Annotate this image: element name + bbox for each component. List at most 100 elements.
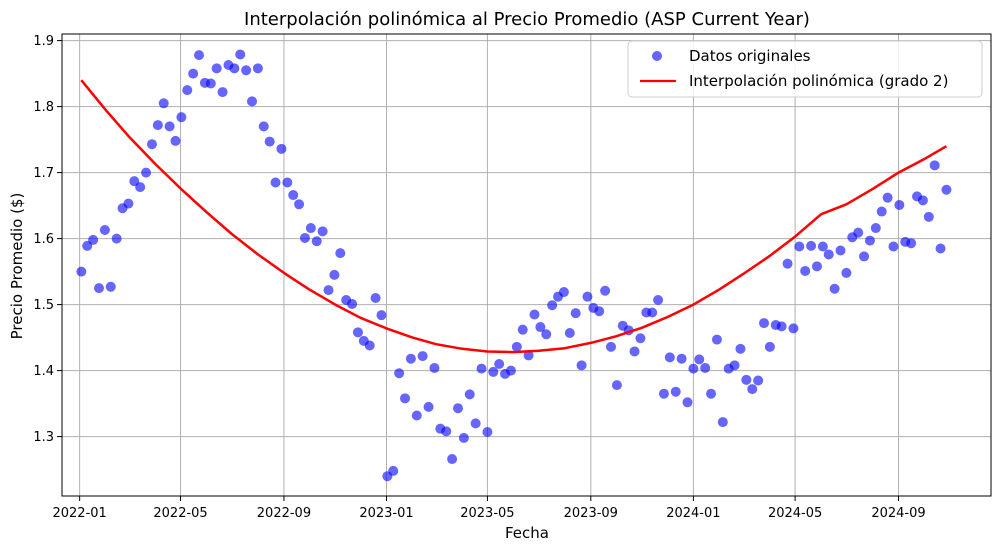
- data-point: [935, 243, 946, 254]
- data-point: [729, 360, 740, 371]
- data-point: [188, 68, 199, 79]
- data-point: [347, 298, 358, 309]
- data-point: [647, 307, 658, 318]
- legend: Datos originales Interpolación polinómic…: [627, 40, 983, 98]
- data-point: [229, 63, 240, 74]
- data-point: [405, 353, 416, 364]
- data-point: [811, 261, 822, 272]
- data-point: [876, 206, 887, 217]
- data-point: [870, 223, 881, 234]
- data-point: [505, 365, 516, 376]
- data-point: [759, 318, 770, 329]
- x-tick-label: 2024-09: [871, 506, 925, 521]
- data-point: [529, 309, 540, 320]
- data-point: [582, 291, 593, 302]
- data-point: [829, 283, 840, 294]
- x-tick-label: 2023-05: [460, 506, 514, 521]
- data-point: [282, 177, 293, 188]
- data-point: [194, 50, 205, 61]
- y-tick-label: 1.5: [33, 298, 54, 313]
- y-tick-label: 1.6: [33, 232, 54, 247]
- data-point: [853, 227, 864, 238]
- data-point: [570, 308, 581, 319]
- data-point: [482, 426, 493, 437]
- data-point: [535, 322, 546, 333]
- y-tick-label: 1.4: [33, 364, 54, 379]
- data-point: [247, 96, 258, 107]
- x-tick-label: 2022-09: [257, 506, 311, 521]
- scatter-series: [76, 49, 952, 482]
- data-point: [541, 329, 552, 340]
- data-point: [258, 121, 269, 132]
- data-point: [741, 374, 752, 385]
- data-point: [429, 362, 440, 373]
- data-point: [694, 354, 705, 365]
- data-point: [611, 380, 622, 391]
- data-point: [458, 432, 469, 443]
- data-point: [547, 300, 558, 311]
- data-point: [423, 401, 434, 412]
- data-point: [888, 241, 899, 252]
- data-point: [323, 285, 334, 296]
- data-point: [288, 190, 299, 201]
- data-point: [664, 352, 675, 363]
- data-point: [859, 251, 870, 262]
- data-point: [264, 136, 275, 147]
- data-point: [376, 310, 387, 321]
- data-point: [923, 211, 934, 222]
- data-point: [658, 388, 669, 399]
- data-point: [170, 135, 181, 146]
- data-point: [182, 85, 193, 96]
- data-point: [523, 350, 534, 361]
- data-point: [488, 366, 499, 377]
- data-point: [470, 418, 481, 429]
- data-point: [806, 240, 817, 251]
- data-point: [635, 333, 646, 344]
- data-point: [400, 393, 411, 404]
- data-point: [735, 343, 746, 354]
- data-point: [88, 234, 99, 245]
- data-point: [311, 236, 322, 247]
- data-point: [123, 198, 134, 209]
- data-point: [417, 351, 428, 362]
- data-point: [841, 267, 852, 278]
- data-point: [211, 63, 222, 74]
- x-axis-label: Fecha: [505, 524, 549, 542]
- x-tick-label: 2024-01: [666, 506, 720, 521]
- data-point: [394, 368, 405, 379]
- data-point: [352, 327, 363, 338]
- data-point: [517, 324, 528, 335]
- data-point: [605, 341, 616, 352]
- data-point: [653, 294, 664, 305]
- data-point: [464, 389, 475, 400]
- data-point: [99, 225, 110, 236]
- data-point: [329, 269, 340, 280]
- data-point: [835, 245, 846, 256]
- data-point: [135, 182, 146, 193]
- plot-frame: [61, 33, 992, 497]
- data-point: [782, 258, 793, 269]
- data-point: [776, 321, 787, 332]
- data-point: [676, 353, 687, 364]
- polynomial-fit-line: [80, 79, 948, 354]
- data-point: [294, 199, 305, 210]
- data-point: [164, 121, 175, 132]
- data-point: [711, 334, 722, 345]
- data-point: [305, 223, 316, 234]
- data-point: [270, 177, 281, 188]
- data-point: [558, 287, 569, 298]
- data-point: [217, 87, 228, 98]
- data-point: [753, 375, 764, 386]
- legend-label-line: Interpolación polinómica (grado 2): [689, 72, 948, 90]
- data-point: [411, 410, 422, 421]
- y-tick-label: 1.7: [33, 166, 54, 181]
- data-point: [452, 403, 463, 414]
- data-point: [929, 160, 940, 171]
- x-tick-label: 2022-05: [153, 506, 207, 521]
- data-point: [717, 417, 728, 428]
- y-tick-label: 1.3: [33, 430, 54, 445]
- x-tick-label: 2023-01: [359, 506, 413, 521]
- data-point: [252, 63, 263, 74]
- x-tick-label: 2023-09: [564, 506, 618, 521]
